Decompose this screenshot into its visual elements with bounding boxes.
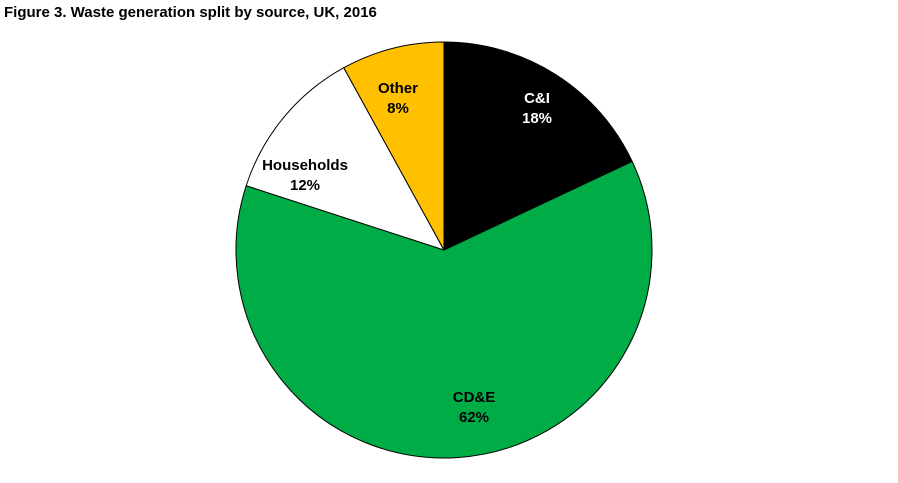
slice-label-other: Other 8%: [378, 80, 418, 117]
slice-name-households: Households: [262, 157, 348, 174]
pie-slice-other: [343, 41, 445, 251]
pie-slice-cd-e: [235, 160, 653, 459]
slice-value-cd-e: 62%: [459, 409, 489, 426]
pie-labels: C&I 18% CD&E 62% Households 12% Other 8%: [262, 80, 552, 426]
slice-name-cd-e: CD&E: [453, 389, 496, 406]
slice-label-c-i: C&I 18%: [522, 90, 552, 127]
pie-slice-households: [245, 67, 445, 251]
pie-slices: [235, 41, 653, 459]
slice-value-households: 12%: [290, 177, 320, 194]
slice-value-other: 8%: [387, 100, 409, 117]
slice-value-c-i: 18%: [522, 110, 552, 127]
slice-label-cd-e: CD&E 62%: [453, 389, 496, 426]
slice-label-households: Households 12%: [262, 157, 348, 194]
figure-title: Figure 3. Waste generation split by sour…: [4, 4, 377, 21]
slice-name-c-i: C&I: [524, 90, 550, 107]
pie-slice-c-i: [443, 41, 633, 251]
slice-name-other: Other: [378, 80, 418, 97]
